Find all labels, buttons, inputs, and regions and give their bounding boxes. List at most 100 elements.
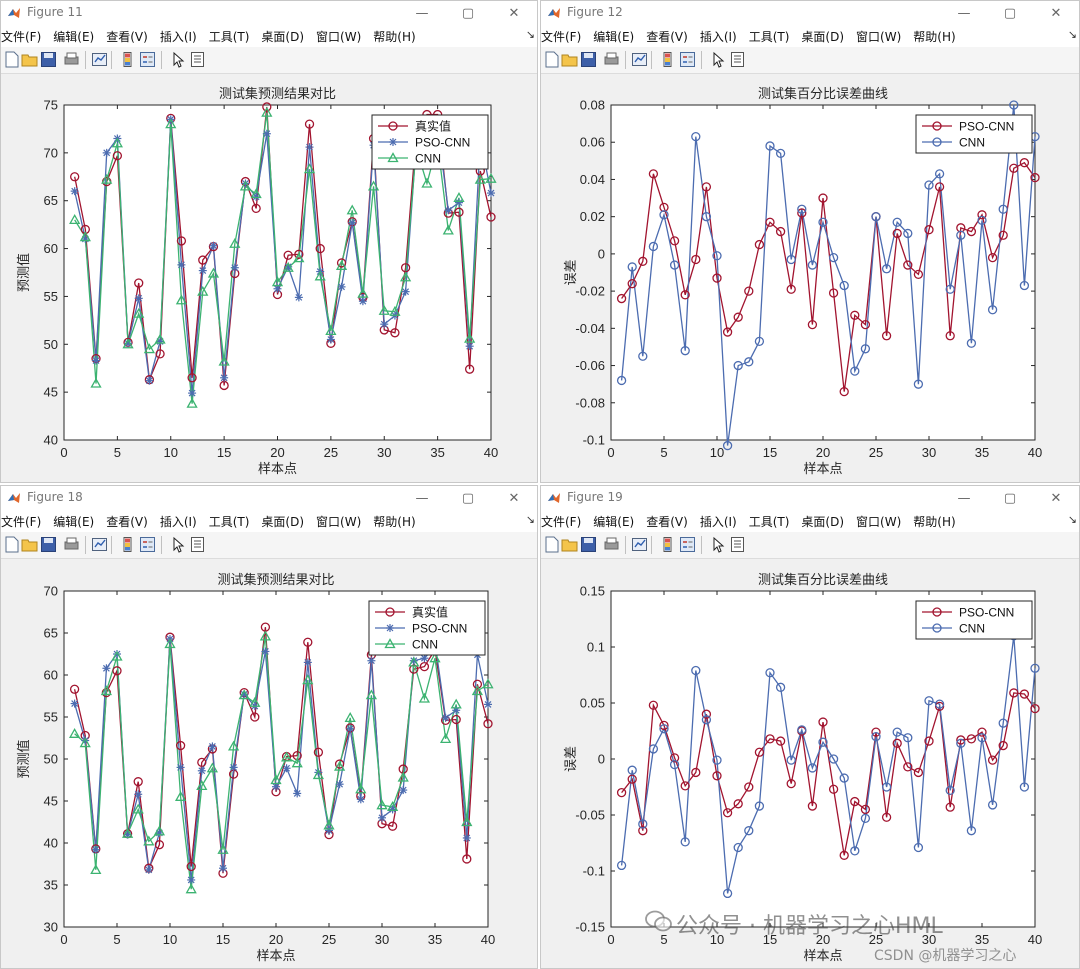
menu-item[interactable]: 工具(T) (748, 29, 790, 44)
legend[interactable]: 真实值 PSO-CNN CNN (371, 114, 489, 170)
maximize-button[interactable]: ▢ (987, 486, 1033, 510)
property-inspector-icon[interactable] (189, 51, 206, 68)
menu-item[interactable]: 编辑(E) (593, 29, 635, 44)
pointer-icon[interactable] (169, 536, 186, 553)
menu-item[interactable]: 工具(T) (748, 514, 790, 529)
title-bar[interactable]: Figure 18 — ▢ ✕ (1, 486, 537, 510)
data-point (293, 789, 302, 798)
new-file-icon[interactable] (3, 51, 20, 68)
data-point (839, 280, 849, 291)
menu-item[interactable]: 窗口(W) (856, 29, 902, 44)
menu-overflow-icon[interactable]: ↘ (525, 513, 535, 526)
print-icon[interactable] (603, 51, 620, 68)
menu-item[interactable]: 插入(I) (159, 514, 197, 529)
menu-item[interactable]: 桌面(D) (261, 514, 305, 529)
close-button[interactable]: ✕ (491, 486, 537, 510)
colorbar-icon[interactable] (119, 51, 136, 68)
link-plot-icon[interactable] (631, 536, 648, 553)
open-folder-icon[interactable] (21, 51, 38, 68)
maximize-button[interactable]: ▢ (987, 1, 1033, 25)
menu-item[interactable]: 插入(I) (699, 29, 737, 44)
close-icon: ✕ (508, 5, 520, 21)
menu-overflow-icon[interactable]: ↘ (525, 28, 535, 41)
menu-item[interactable]: 编辑(E) (593, 514, 635, 529)
data-point (977, 210, 987, 220)
data-point (111, 137, 123, 148)
save-icon[interactable] (580, 51, 597, 68)
close-button[interactable]: ✕ (1033, 1, 1079, 25)
menu-overflow-icon[interactable]: ↘ (1067, 28, 1077, 41)
menu-item[interactable]: 查看(V) (106, 29, 148, 44)
property-inspector-icon[interactable] (729, 536, 746, 553)
menu-item[interactable]: 文件(F) (541, 29, 582, 44)
menu-item[interactable]: 查看(V) (106, 514, 148, 529)
close-button[interactable]: ✕ (1033, 486, 1079, 510)
maximize-button[interactable]: ▢ (445, 486, 491, 510)
menu-item[interactable]: 查看(V) (646, 514, 688, 529)
title-bar[interactable]: Figure 12 — ▢ ✕ (541, 1, 1079, 25)
figure-toolbar (1, 532, 537, 559)
open-folder-icon[interactable] (561, 536, 578, 553)
new-file-icon[interactable] (543, 536, 560, 553)
data-point (444, 206, 453, 215)
menu-item[interactable]: 窗口(W) (316, 514, 362, 529)
legend-icon[interactable] (139, 536, 156, 553)
print-icon[interactable] (603, 536, 620, 553)
menu-item[interactable]: 帮助(H) (373, 514, 416, 529)
new-file-icon[interactable] (3, 536, 20, 553)
menu-item[interactable]: 插入(I) (699, 514, 737, 529)
link-plot-icon[interactable] (631, 51, 648, 68)
close-button[interactable]: ✕ (491, 1, 537, 25)
print-icon[interactable] (63, 51, 80, 68)
menu-item[interactable]: 文件(F) (541, 514, 582, 529)
title-bar[interactable]: Figure 11 — ▢ ✕ (1, 1, 537, 25)
minimize-button[interactable]: — (399, 486, 445, 510)
new-file-icon[interactable] (543, 51, 560, 68)
legend-icon[interactable] (139, 51, 156, 68)
property-inspector-icon[interactable] (189, 536, 206, 553)
menu-item[interactable]: 工具(T) (208, 29, 250, 44)
property-inspector-icon[interactable] (729, 51, 746, 68)
menu-item[interactable]: 桌面(D) (261, 29, 305, 44)
minimize-button[interactable]: — (941, 1, 987, 25)
menu-item[interactable]: 文件(F) (1, 29, 42, 44)
open-folder-icon[interactable] (561, 51, 578, 68)
legend-icon[interactable] (679, 536, 696, 553)
menu-item[interactable]: 文件(F) (1, 514, 42, 529)
menu-overflow-icon[interactable]: ↘ (1067, 513, 1077, 526)
legend[interactable]: PSO-CNN CNN (915, 600, 1033, 640)
legend[interactable]: PSO-CNN CNN (915, 114, 1033, 154)
open-folder-icon[interactable] (21, 536, 38, 553)
link-plot-icon[interactable] (91, 536, 108, 553)
colorbar-icon[interactable] (119, 536, 136, 553)
legend-icon[interactable] (679, 51, 696, 68)
print-icon[interactable] (63, 536, 80, 553)
menu-item[interactable]: 帮助(H) (913, 29, 956, 44)
menu-item[interactable]: 查看(V) (646, 29, 688, 44)
menu-item[interactable]: 编辑(E) (53, 514, 95, 529)
pointer-icon[interactable] (709, 536, 726, 553)
pointer-icon[interactable] (169, 51, 186, 68)
menu-item[interactable]: 插入(I) (159, 29, 197, 44)
maximize-button[interactable]: ▢ (445, 1, 491, 25)
menu-item[interactable]: 编辑(E) (53, 29, 95, 44)
menu-item[interactable]: 工具(T) (208, 514, 250, 529)
menu-item[interactable]: 帮助(H) (913, 514, 956, 529)
pointer-icon[interactable] (709, 51, 726, 68)
title-bar[interactable]: Figure 19 — ▢ ✕ (541, 486, 1079, 510)
menu-item[interactable]: 桌面(D) (801, 514, 845, 529)
minimize-button[interactable]: — (399, 1, 445, 25)
menu-item[interactable]: 窗口(W) (856, 514, 902, 529)
minimize-button[interactable]: — (941, 486, 987, 510)
data-point (145, 376, 154, 385)
link-plot-icon[interactable] (91, 51, 108, 68)
menu-item[interactable]: 窗口(W) (316, 29, 362, 44)
colorbar-icon[interactable] (659, 536, 676, 553)
menu-item[interactable]: 桌面(D) (801, 29, 845, 44)
legend[interactable]: 真实值 PSO-CNN CNN (368, 600, 486, 656)
colorbar-icon[interactable] (659, 51, 676, 68)
menu-item[interactable]: 帮助(H) (373, 29, 416, 44)
save-icon[interactable] (40, 51, 57, 68)
save-icon[interactable] (580, 536, 597, 553)
save-icon[interactable] (40, 536, 57, 553)
